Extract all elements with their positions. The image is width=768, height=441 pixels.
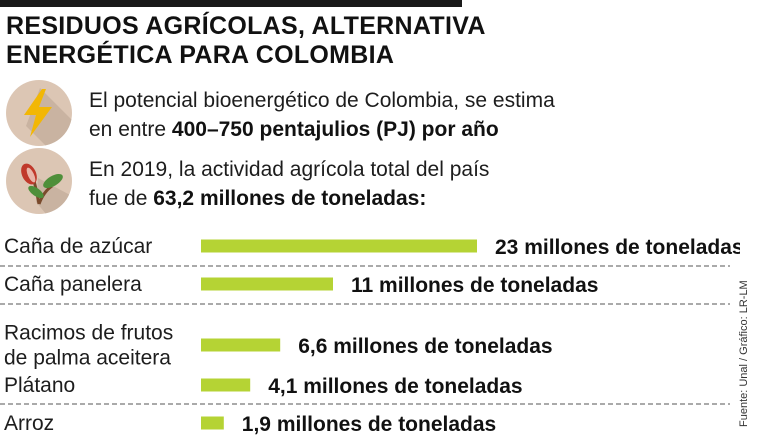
bar [201,239,477,253]
fact-2-line-1: En 2019, la actividad agrícola total del… [89,158,490,181]
data-label: 6,6 millones de toneladas [298,335,552,358]
lightning-bolt-icon [6,80,72,146]
fact-2-prefix: fue de [89,187,154,210]
category-label: Arroz [4,412,54,435]
sprout-plant-icon [6,148,72,214]
fact-2-line-2: fue de 63,2 millones de toneladas: [89,184,729,213]
data-label: 11 millones de toneladas [351,274,598,297]
category-label: Racimos de frutos [4,322,173,345]
top-rule [0,0,462,7]
fact-bioenergy-potential: El potencial bioenergético de Colombia, … [89,86,729,144]
fact-1-line-2: en entre 400–750 pentajulios (PJ) por añ… [89,115,729,144]
bar [201,277,333,291]
category-label: Plátano [4,374,75,397]
category-label: Caña panelera [4,273,142,296]
bar [201,416,224,430]
data-label: 4,1 millones de toneladas [268,375,522,398]
category-label: Caña de azúcar [4,235,152,258]
fact-1-highlight: 400–750 pentajulios (PJ) por año [171,118,499,141]
title-line-1: RESIDUOS AGRÍCOLAS, ALTERNATIVA [6,12,486,40]
data-label: 1,9 millones de toneladas [242,413,496,436]
fact-agricultural-activity: En 2019, la actividad agrícola total del… [89,155,729,213]
bar [201,338,281,352]
title-line-2: ENERGÉTICA PARA COLOMBIA [6,41,395,69]
infographic-title: RESIDUOS AGRÍCOLAS, ALTERNATIVA ENERGÉTI… [6,12,726,70]
fact-2-highlight: 63,2 millones de toneladas: [153,187,427,210]
fact-1-line-1: El potencial bioenergético de Colombia, … [89,89,555,112]
category-label: de palma aceitera [4,347,171,370]
data-label: 23 millones de toneladas [495,236,740,259]
source-credit: Fuente: Unal / Gráfico: LR-LM [738,280,750,427]
bar [201,378,251,392]
fact-1-prefix: en entre [89,118,172,141]
production-bar-chart: Caña de azúcar 23 millones de toneladas Ca… [0,235,740,436]
